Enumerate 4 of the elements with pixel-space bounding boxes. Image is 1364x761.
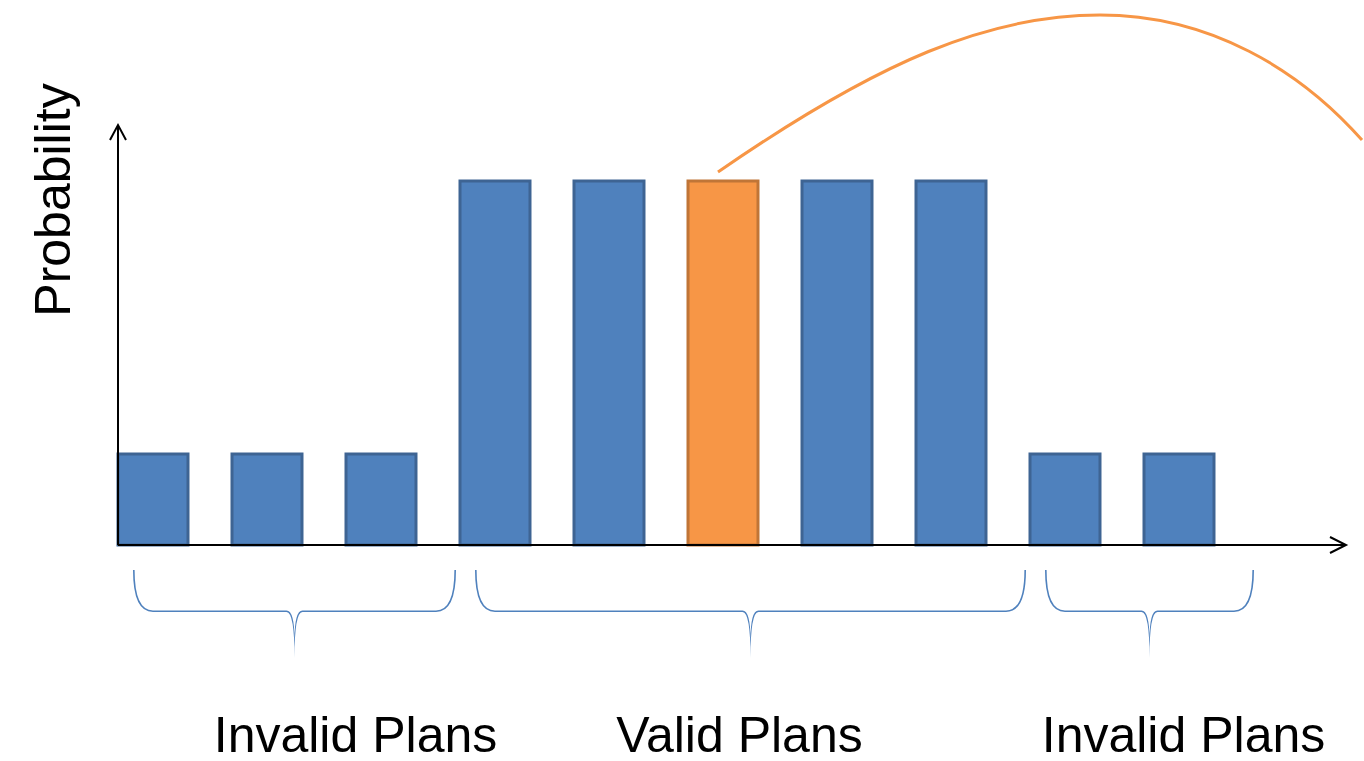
text: Invalid Plans xyxy=(1041,707,1326,761)
text: Valid Plans xyxy=(616,707,863,761)
y-axis-title: Probability xyxy=(25,83,81,317)
text: Invalid Plans xyxy=(213,707,498,761)
